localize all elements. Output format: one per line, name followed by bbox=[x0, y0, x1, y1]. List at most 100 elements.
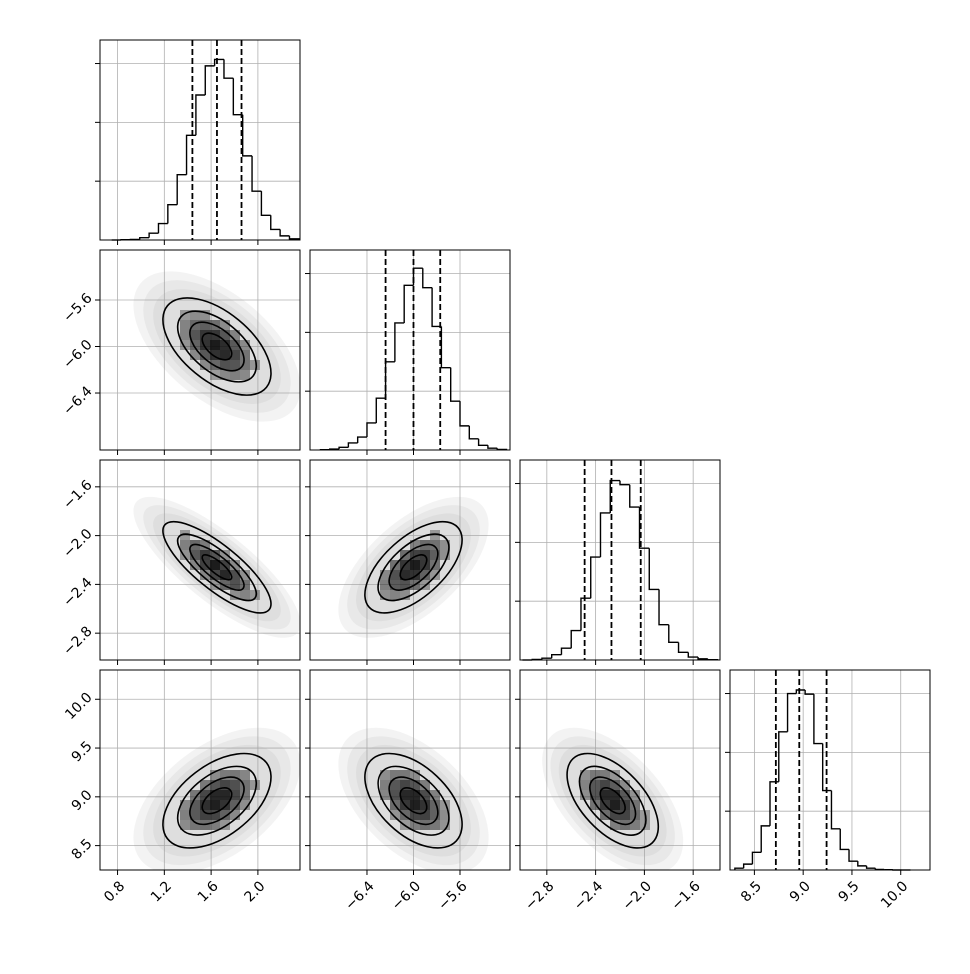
histogram-bin bbox=[224, 59, 233, 78]
histogram-bin bbox=[177, 175, 186, 205]
histogram-bin bbox=[744, 864, 753, 868]
x-tick-label: −2.0 bbox=[620, 878, 655, 913]
density-cell bbox=[180, 320, 190, 330]
histogram-bin bbox=[469, 426, 478, 439]
density-cell bbox=[240, 590, 250, 600]
histogram-bin bbox=[243, 115, 252, 156]
histogram-bin bbox=[149, 233, 158, 237]
histogram-bin bbox=[761, 826, 770, 852]
histogram-bin bbox=[831, 791, 840, 829]
x-tick-label: −1.6 bbox=[668, 878, 703, 913]
x-tick-label: 8.5 bbox=[738, 878, 765, 905]
x-tick-label: −6.0 bbox=[389, 878, 424, 913]
histogram-bin bbox=[788, 694, 797, 732]
density-cell bbox=[210, 790, 220, 800]
histogram-bin bbox=[348, 443, 357, 447]
histogram-bin bbox=[488, 445, 497, 448]
density-cell bbox=[180, 540, 190, 550]
histogram-bin bbox=[261, 191, 270, 215]
histogram-bin bbox=[779, 732, 788, 782]
y-tick-label: −6.0 bbox=[60, 337, 95, 372]
histogram-bin bbox=[805, 690, 814, 694]
x-tick-label: 2.0 bbox=[241, 878, 268, 905]
x-tick-label: 10.0 bbox=[878, 878, 911, 911]
histogram-bin bbox=[460, 401, 469, 426]
histogram-bin bbox=[581, 598, 591, 630]
histogram-bin bbox=[451, 368, 460, 402]
histogram-bin bbox=[796, 690, 805, 694]
density-cell bbox=[580, 770, 590, 780]
density-cell bbox=[410, 560, 420, 570]
histogram-bin bbox=[552, 655, 562, 659]
y-tick-label: −6.4 bbox=[60, 383, 95, 418]
histogram-bin bbox=[423, 268, 432, 287]
histogram-bin bbox=[875, 868, 884, 869]
density-cell bbox=[230, 780, 240, 790]
histogram-bin bbox=[140, 238, 149, 240]
density-cell bbox=[180, 330, 190, 340]
x-tick-label: −5.6 bbox=[435, 878, 470, 913]
histogram-bin bbox=[698, 657, 708, 659]
histogram-bin bbox=[252, 156, 261, 191]
histogram-bin bbox=[196, 95, 205, 135]
density-cell bbox=[210, 800, 220, 810]
histogram-bin bbox=[205, 66, 214, 95]
density-cell bbox=[220, 560, 230, 570]
y-tick-label: 9.5 bbox=[69, 738, 96, 765]
histogram-bin bbox=[752, 852, 761, 864]
histogram-bin bbox=[339, 447, 348, 449]
density-cell bbox=[610, 800, 620, 810]
histogram-bin bbox=[215, 59, 224, 65]
histogram-bin bbox=[386, 362, 395, 398]
density-cell bbox=[230, 360, 240, 370]
y-tick-label: 10.0 bbox=[62, 690, 95, 723]
x-tick-label: 1.2 bbox=[148, 878, 175, 905]
x-tick-label: 0.8 bbox=[101, 878, 128, 905]
histogram-bin bbox=[404, 285, 413, 323]
panel-frame bbox=[520, 460, 720, 660]
histogram-bin bbox=[367, 423, 376, 437]
density-cell bbox=[250, 360, 260, 370]
x-tick-label: 9.0 bbox=[787, 878, 814, 905]
histogram-bin bbox=[770, 782, 779, 826]
histogram-bin bbox=[280, 229, 289, 235]
density-cell bbox=[220, 790, 230, 800]
histogram-bin bbox=[561, 648, 571, 654]
x-tick-label: 1.6 bbox=[195, 878, 222, 905]
x-tick-label: −2.8 bbox=[522, 878, 557, 913]
histogram-bin bbox=[571, 631, 581, 649]
density-cell bbox=[580, 780, 590, 790]
density-cell bbox=[630, 820, 640, 830]
histogram-bin bbox=[669, 625, 679, 643]
x-tick-label: −6.4 bbox=[342, 878, 377, 913]
histogram-bin bbox=[659, 589, 669, 624]
histogram-bin bbox=[413, 268, 422, 285]
histogram-bin bbox=[271, 215, 280, 229]
density-cell bbox=[390, 810, 400, 820]
histogram-bin bbox=[679, 642, 689, 652]
histogram-bin bbox=[630, 485, 640, 507]
density-cell bbox=[410, 800, 420, 810]
density-cell bbox=[240, 360, 250, 370]
histogram-bin bbox=[479, 439, 488, 445]
density-panel bbox=[115, 476, 319, 660]
density-cell bbox=[410, 790, 420, 800]
density-cell bbox=[210, 340, 220, 350]
histogram-bin bbox=[168, 205, 177, 224]
histogram-bin bbox=[187, 135, 196, 174]
density-cell bbox=[390, 590, 400, 600]
histogram-bin bbox=[395, 323, 404, 362]
y-tick-label: −2.8 bbox=[60, 624, 95, 659]
histogram-bin bbox=[600, 513, 610, 557]
x-tick-label: 9.5 bbox=[836, 878, 863, 905]
panel-frame bbox=[730, 670, 930, 870]
y-tick-label: 9.0 bbox=[69, 787, 96, 814]
density-panel bbox=[107, 699, 327, 903]
density-cell bbox=[240, 370, 250, 380]
histogram-bin bbox=[840, 829, 849, 850]
y-tick-label: 8.5 bbox=[69, 836, 96, 863]
density-cell bbox=[240, 770, 250, 780]
density-cell bbox=[250, 780, 260, 790]
density-cell bbox=[180, 810, 190, 820]
